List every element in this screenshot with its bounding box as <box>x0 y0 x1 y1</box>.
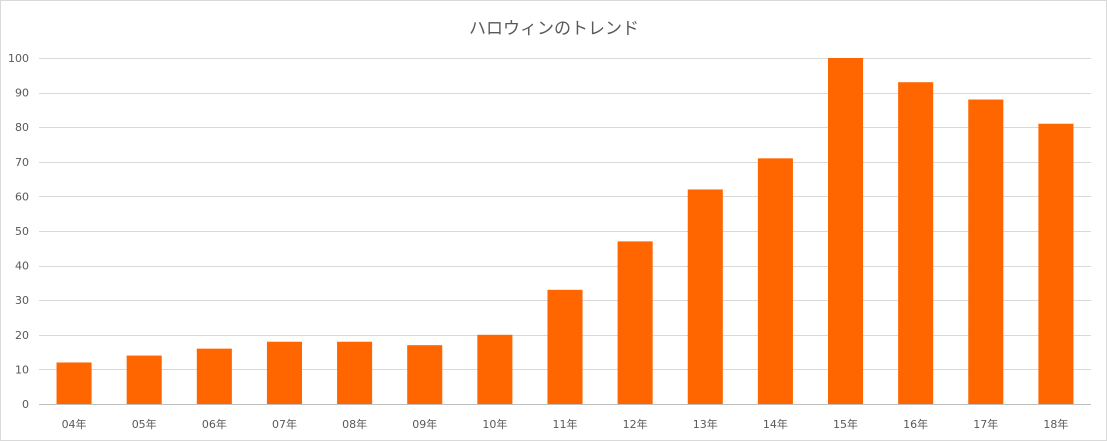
x-tick-label-05年: 05年 <box>132 417 157 431</box>
bar-17年 <box>968 99 1004 405</box>
x-tick-label-07年: 07年 <box>272 417 297 431</box>
bar-18年 <box>1038 123 1074 405</box>
y-tick-label-70: 70 <box>15 156 29 169</box>
bar-14年 <box>757 158 793 404</box>
y-axis-tick-labels: 0 10 20 30 40 50 60 70 80 90 100 <box>8 52 29 411</box>
bar-11年 <box>547 289 583 404</box>
bars <box>56 58 1074 405</box>
y-tick-label-60: 60 <box>15 190 29 203</box>
y-tick-label-100: 100 <box>8 52 29 65</box>
x-tick-label-12年: 12年 <box>623 417 648 431</box>
x-tick-label-11年: 11年 <box>553 417 578 431</box>
y-tick-label-40: 40 <box>15 260 29 273</box>
x-tick-label-16年: 16年 <box>903 417 928 431</box>
bar-16年 <box>898 82 934 404</box>
y-tick-label-90: 90 <box>15 87 29 100</box>
bar-10年 <box>477 334 513 404</box>
bar-04年 <box>56 362 92 404</box>
bar-06年 <box>196 348 232 404</box>
y-tick-label-10: 10 <box>15 363 29 376</box>
bar-13年 <box>687 189 723 404</box>
bar-12年 <box>617 241 653 404</box>
y-tick-label-20: 20 <box>15 329 29 342</box>
x-tick-label-13年: 13年 <box>693 417 718 431</box>
x-tick-label-06年: 06年 <box>202 417 227 431</box>
x-tick-label-04年: 04年 <box>62 417 87 431</box>
x-tick-label-10年: 10年 <box>482 417 507 431</box>
bar-05年 <box>126 355 162 404</box>
bar-08年 <box>337 341 373 404</box>
chart-title: ハロウィンのトレンド <box>469 19 639 39</box>
y-tick-label-80: 80 <box>15 121 29 134</box>
x-tick-label-14年: 14年 <box>763 417 788 431</box>
bar-09年 <box>407 345 443 404</box>
bar-07年 <box>266 341 302 404</box>
x-tick-label-17年: 17年 <box>973 417 998 431</box>
y-tick-label-50: 50 <box>15 225 29 238</box>
x-tick-label-15年: 15年 <box>833 417 858 431</box>
bar-15年 <box>828 58 864 404</box>
x-axis-tick-labels: 04年 05年 06年 07年 08年 09年 10年 11年 12年 13年 14年 15年 16年 1… <box>62 417 1069 431</box>
x-tick-label-18年: 18年 <box>1043 417 1068 431</box>
y-tick-label-30: 30 <box>15 294 29 307</box>
y-tick-label-0: 0 <box>22 398 29 411</box>
x-tick-label-08年: 08年 <box>342 417 367 431</box>
x-tick-label-09年: 09年 <box>412 417 437 431</box>
